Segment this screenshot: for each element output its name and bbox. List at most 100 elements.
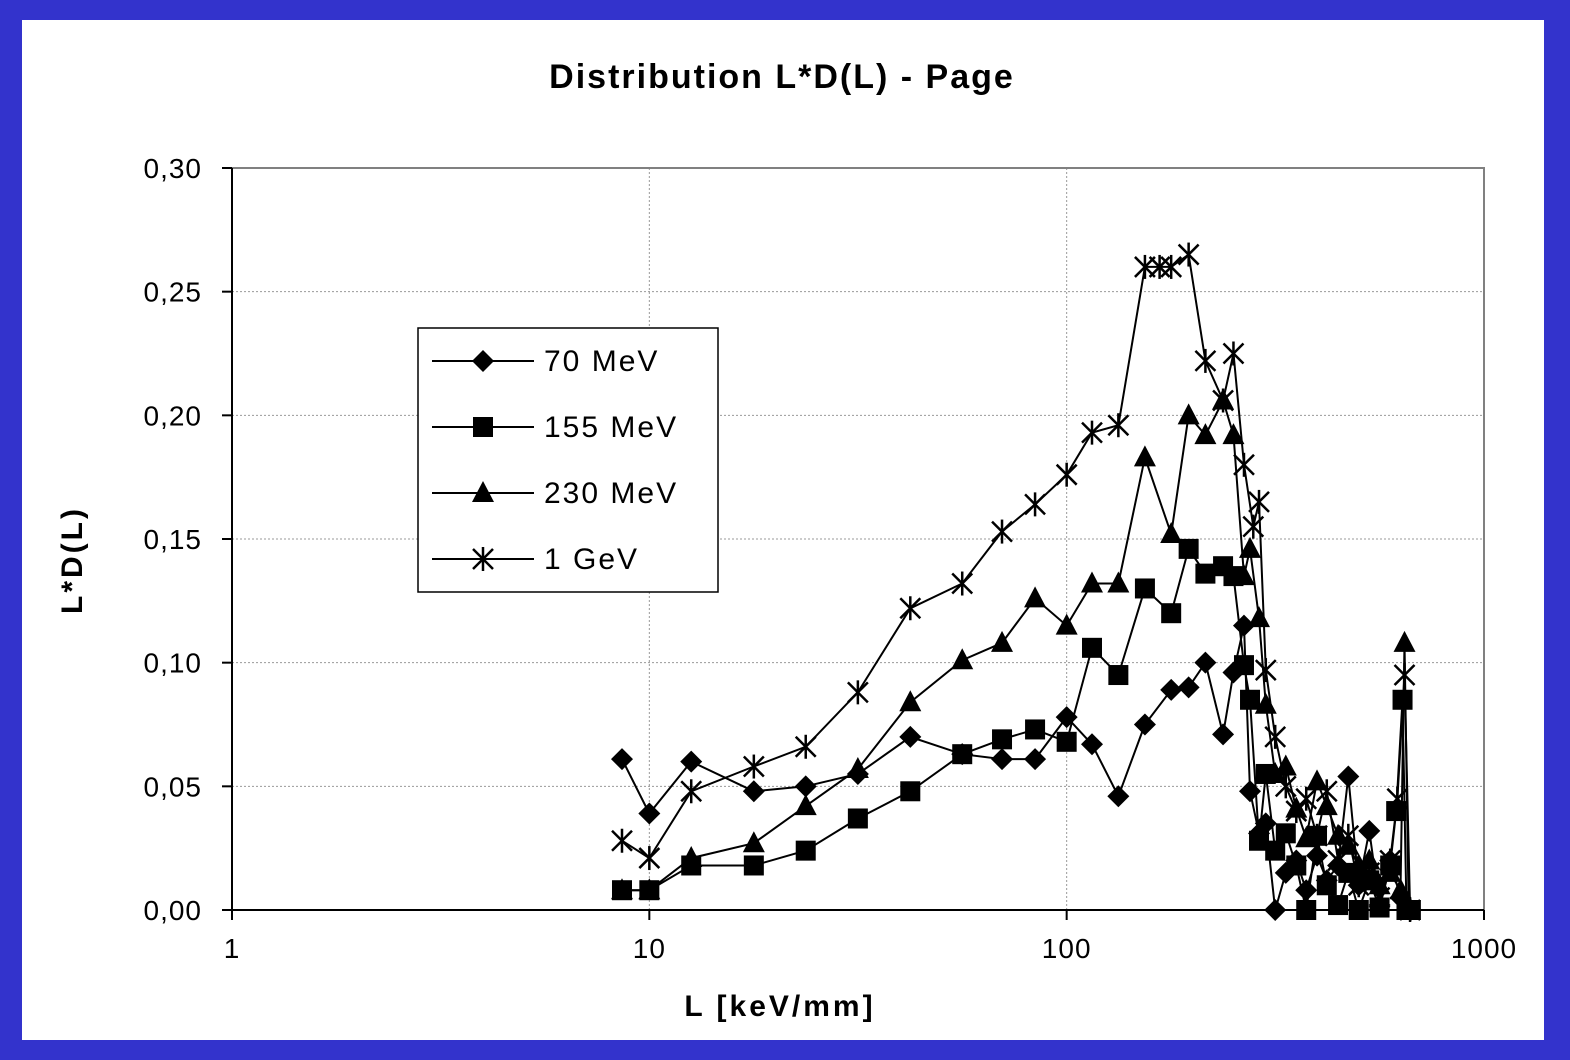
data-point [951,648,974,670]
data-point [1254,658,1277,683]
x-tick-label: 1 [224,933,241,964]
data-point [1327,848,1349,873]
series-group [610,242,1422,922]
data-point [1080,571,1103,593]
y-tick-label: 0,15 [144,524,203,555]
legend-label: 1 GeV [544,543,639,576]
legend-item: 230 MeV [432,477,678,510]
chart-title: Distribution L*D(L) - Page [549,58,1015,96]
axes: 0,00 0,05 0,10 0,15 0,20 0,25 0,30 1 10 100 1000 [144,153,1517,964]
data-point [1055,462,1078,487]
data-point [1233,655,1254,676]
legend-item: 1 GeV [432,543,639,576]
data-point [742,831,765,853]
y-tick-label: 0,10 [144,648,203,679]
data-point [1306,823,1328,848]
data-point [1315,779,1338,804]
data-point [1264,761,1287,783]
data-point [1316,875,1337,896]
y-tick-label: 0,20 [144,400,203,431]
data-point [952,744,973,765]
chart-panel: Distribution L*D(L) - Page 0,00 0,05 0,10 0… [22,20,1544,1040]
data-point [1161,603,1182,624]
data-point [1212,723,1235,746]
data-point [1337,765,1360,788]
legend-marker [472,481,494,502]
data-point [899,596,922,621]
data-point [1148,254,1171,279]
legend-label: 230 MeV [544,477,678,510]
data-point [1295,879,1318,902]
data-point [680,846,703,868]
data-point [1212,388,1234,413]
legend-item: 70 MeV [432,345,657,378]
data-point [1107,785,1130,808]
data-point [1315,794,1338,816]
legend-label: 155 MeV [544,411,678,444]
data-point [992,729,1013,750]
data-point [1222,423,1245,445]
data-point [846,680,869,705]
data-point [1368,873,1391,895]
data-point [1232,564,1255,586]
data-point [1239,536,1262,558]
data-point [610,748,633,771]
data-point [899,725,922,748]
data-point [1081,420,1103,445]
data-point [1160,522,1183,544]
data-point [1177,676,1200,699]
data-point [795,840,816,861]
y-tick-label: 0,00 [144,895,203,926]
data-point [1107,413,1130,438]
data-point [1264,724,1287,749]
legend: 70 MeV 155 MeV 230 MeV 1 GeV [417,327,719,593]
x-tick-label: 100 [1042,933,1092,964]
data-point [1337,823,1360,848]
data-point [1379,848,1402,873]
data-point [1134,578,1155,599]
data-point [899,690,922,712]
data-point [991,748,1014,771]
data-point [742,780,765,803]
data-point [1393,663,1416,688]
legend-marker [472,350,494,372]
x-tick-label: 10 [633,933,666,964]
legend-item: 155 MeV [432,411,678,444]
data-point [638,802,661,825]
series-square [611,538,1421,920]
data-point [680,750,703,773]
y-axis-label: L*D(L) [56,506,89,614]
y-tick-label: 0,05 [144,771,203,802]
series-star [611,242,1421,922]
data-point [638,846,661,871]
data-point [1358,860,1381,885]
data-point [1222,341,1245,366]
data-point [1025,719,1046,740]
data-point [1368,885,1391,910]
data-point [1274,774,1297,799]
data-point [1133,713,1156,736]
data-point [1080,733,1103,756]
data-point [1233,452,1255,477]
data-point [742,754,765,779]
data-point [1249,830,1270,851]
data-point [1195,563,1216,584]
data-point [1386,786,1409,811]
data-point [1024,492,1046,517]
data-point [1056,731,1077,752]
data-point [1295,786,1318,811]
data-point [1178,538,1199,559]
legend-marker [473,417,493,437]
data-point [680,779,703,804]
data-point [1393,630,1416,652]
data-point [1306,769,1329,791]
y-tick-label: 0,30 [144,153,203,184]
x-axis-label: L [keV/mm] [684,990,875,1023]
data-point [951,571,974,596]
data-point [1348,900,1369,920]
data-point [900,781,921,802]
legend-box [417,327,719,593]
data-point [1248,489,1270,514]
data-point [1358,848,1381,870]
